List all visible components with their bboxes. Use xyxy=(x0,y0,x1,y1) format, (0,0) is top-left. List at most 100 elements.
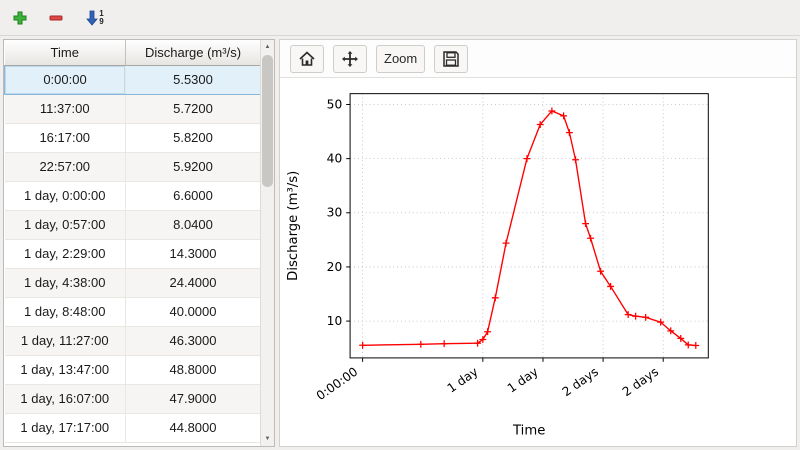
time-cell[interactable]: 1 day, 0:00:00 xyxy=(4,181,126,211)
data-point-marker xyxy=(572,156,579,164)
zoom-button[interactable]: Zoom xyxy=(376,44,426,73)
sort-ascending-icon xyxy=(86,10,99,26)
pan-icon xyxy=(342,50,358,67)
table-header-row: Time Discharge (m³/s) xyxy=(4,40,260,66)
discharge-cell[interactable]: 6.6000 xyxy=(125,181,260,211)
column-header-discharge[interactable]: Discharge (m³/s) xyxy=(125,40,260,66)
x-tick-label: 1 day xyxy=(505,365,541,396)
x-tick-label: 2 days xyxy=(560,365,601,400)
home-icon xyxy=(299,50,315,66)
table-row[interactable]: 16:17:00 5.8200 xyxy=(4,123,260,153)
discharge-chart[interactable]: 10 20 30 40 50 0:00:00 1 day 1 day 2 days 2 days T… xyxy=(280,78,796,446)
y-tick-label: 40 xyxy=(327,152,343,166)
table-row[interactable]: 1 day, 16:07:00 47.9000 xyxy=(4,384,260,414)
data-point-marker xyxy=(536,121,544,128)
save-icon xyxy=(443,50,459,67)
discharge-cell[interactable]: 8.0400 xyxy=(125,210,260,240)
table-row[interactable]: 11:37:00 5.7200 xyxy=(4,94,260,124)
table-row[interactable]: 1 day, 4:38:00 24.4000 xyxy=(4,268,260,298)
scrollbar-thumb[interactable] xyxy=(262,55,273,187)
y-tick-label: 10 xyxy=(327,314,343,328)
time-discharge-table[interactable]: Time Discharge (m³/s) 0:00:00 5.5300 11:37… xyxy=(4,40,260,443)
data-point-marker xyxy=(548,107,556,115)
chart-panel: Zoom 10 20 30 40 50 0:00:00 1 day 1 day 2 days 2 … xyxy=(279,39,797,447)
discharge-cell[interactable]: 5.7200 xyxy=(125,94,260,124)
discharge-cell[interactable]: 48.8000 xyxy=(125,355,260,385)
table-row[interactable]: 1 day, 8:48:00 40.0000 xyxy=(4,297,260,327)
scroll-up-button[interactable]: ▲ xyxy=(261,40,274,54)
chart-toolbar: Zoom xyxy=(280,40,796,78)
time-cell[interactable]: 11:37:00 xyxy=(4,94,126,124)
time-cell[interactable]: 1 day, 8:48:00 xyxy=(4,297,126,327)
sort-range-label: 1 9 xyxy=(99,8,104,26)
time-cell[interactable]: 1 day, 0:57:00 xyxy=(4,210,126,240)
table-row[interactable]: 0:00:00 5.5300 xyxy=(4,64,260,95)
data-point-marker xyxy=(565,129,573,137)
time-cell[interactable]: 16:17:00 xyxy=(4,123,126,153)
table-row[interactable]: 1 day, 0:57:00 8.0400 xyxy=(4,210,260,240)
data-point-marker xyxy=(359,341,367,349)
table-row[interactable]: 22:57:00 5.9200 xyxy=(4,152,260,182)
time-cell[interactable]: 1 day, 16:07:00 xyxy=(4,384,126,414)
table-row[interactable]: 1 day, 0:00:00 6.6000 xyxy=(4,181,260,211)
minus-icon xyxy=(49,15,63,20)
remove-row-button[interactable] xyxy=(42,4,70,32)
add-row-button[interactable] xyxy=(6,4,34,32)
data-point-marker xyxy=(491,294,499,302)
x-axis-label: Time xyxy=(512,423,545,438)
table-row[interactable]: 1 day, 11:27:00 46.3000 xyxy=(4,326,260,356)
time-cell[interactable]: 1 day, 11:27:00 xyxy=(4,326,126,356)
data-point-marker xyxy=(677,334,685,342)
discharge-cell[interactable]: 47.9000 xyxy=(125,384,260,414)
data-point-marker xyxy=(587,234,594,242)
y-tick-label: 30 xyxy=(327,206,343,220)
discharge-cell[interactable]: 14.3000 xyxy=(125,239,260,269)
discharge-cell[interactable]: 46.3000 xyxy=(125,326,260,356)
data-point-marker xyxy=(523,155,531,163)
table-viewport: Time Discharge (m³/s) 0:00:00 5.5300 11:37… xyxy=(4,40,260,446)
table-row[interactable]: 1 day, 17:17:00 44.8000 xyxy=(4,413,260,443)
discharge-cell[interactable]: 44.8000 xyxy=(125,413,260,443)
discharge-cell[interactable]: 40.0000 xyxy=(125,297,260,327)
plus-icon xyxy=(13,11,27,24)
time-cell[interactable]: 22:57:00 xyxy=(4,152,126,182)
data-point-marker xyxy=(502,239,510,247)
x-tick-label: 0:00:00 xyxy=(314,365,361,403)
time-cell[interactable]: 1 day, 2:29:00 xyxy=(4,239,126,269)
column-header-time[interactable]: Time xyxy=(4,40,126,66)
main-toolbar: 1 9 xyxy=(0,0,800,36)
sort-rows-button[interactable]: 1 9 xyxy=(78,4,112,32)
home-button[interactable] xyxy=(290,44,324,73)
data-point-marker xyxy=(582,220,589,228)
data-point-marker xyxy=(479,336,487,343)
discharge-cell[interactable]: 5.8200 xyxy=(125,123,260,153)
y-axis-label: Discharge (m³/s) xyxy=(286,171,301,281)
table-row[interactable]: 1 day, 2:29:00 14.3000 xyxy=(4,239,260,269)
discharge-cell[interactable]: 5.5300 xyxy=(125,64,260,95)
discharge-cell[interactable]: 24.4000 xyxy=(125,268,260,298)
data-point-marker xyxy=(484,328,492,336)
data-point-marker xyxy=(657,318,665,326)
table-panel: Time Discharge (m³/s) 0:00:00 5.5300 11:37… xyxy=(3,39,275,447)
time-cell[interactable]: 0:00:00 xyxy=(4,64,126,95)
table-row[interactable]: 1 day, 13:47:00 48.8000 xyxy=(4,355,260,385)
down-arrow-icon: ▼ xyxy=(264,436,271,442)
x-tick-label: 1 day xyxy=(445,365,481,396)
table-scrollbar[interactable]: ▲ ▼ xyxy=(260,40,274,446)
data-point-marker xyxy=(474,339,482,347)
data-point-marker xyxy=(560,112,568,120)
time-cell[interactable]: 1 day, 17:17:00 xyxy=(4,413,126,443)
y-tick-label: 20 xyxy=(327,260,343,274)
x-tick-label: 2 days xyxy=(620,365,661,400)
data-point-marker xyxy=(667,327,675,335)
save-button[interactable] xyxy=(434,44,469,73)
time-cell[interactable]: 1 day, 13:47:00 xyxy=(4,355,126,385)
time-cell[interactable]: 1 day, 4:38:00 xyxy=(4,268,126,298)
plot-border xyxy=(349,93,709,359)
y-tick-label: 50 xyxy=(327,97,343,111)
pan-button[interactable] xyxy=(333,44,367,73)
scroll-down-button[interactable]: ▼ xyxy=(261,432,274,446)
data-point-marker xyxy=(642,313,650,321)
discharge-cell[interactable]: 5.9200 xyxy=(125,152,260,182)
series-line xyxy=(362,110,696,347)
